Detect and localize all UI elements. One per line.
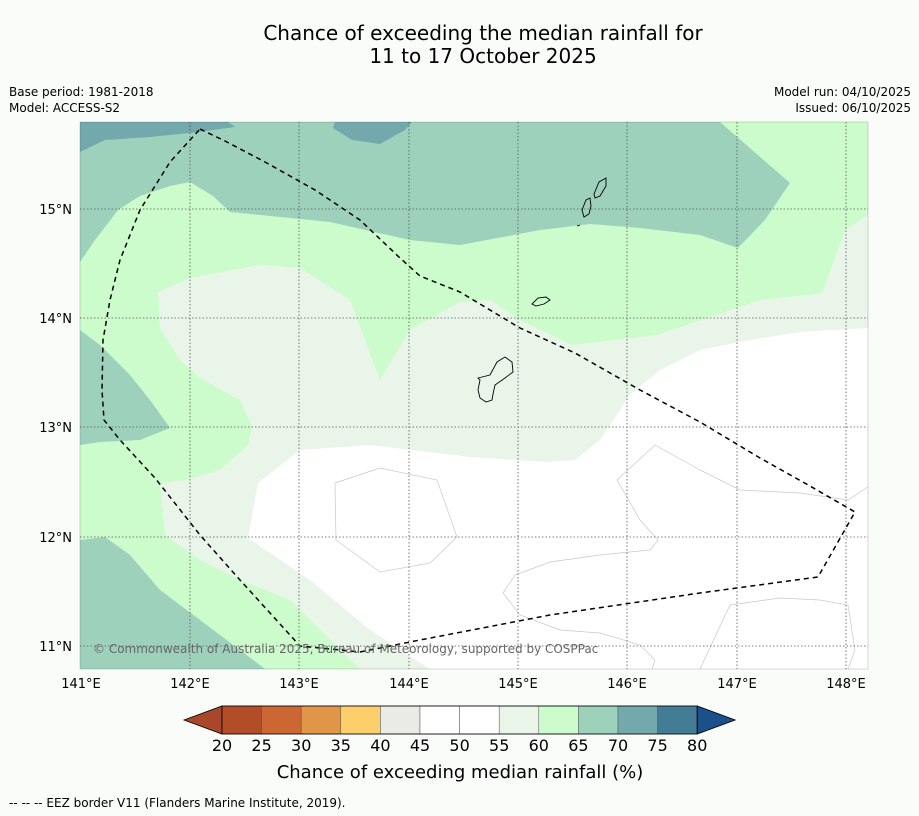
map-figure: © Commonwealth of Australia 2025, Bureau…: [39, 121, 869, 783]
colorbar-tick-label: 20: [212, 736, 232, 755]
fill-70-75-northwest: [80, 122, 235, 152]
colorbar-tick-label: 40: [370, 736, 390, 755]
colorbar-segment: [221, 705, 262, 735]
colorbar-tick-label: 70: [608, 736, 628, 755]
map-title: Chance of exceeding the median rainfall …: [0, 22, 919, 68]
lon-label: 147°E: [717, 677, 757, 692]
colorbar-tick-label: 25: [251, 736, 271, 755]
colorbar: 20 25 30 35 40 45 50 55 60 65 70 75 80: [182, 705, 737, 755]
colorbar-tick-label: 50: [449, 736, 469, 755]
colorbar-extend-low: [182, 705, 223, 735]
lat-label: 14°N: [39, 312, 72, 327]
islands: [477, 177, 607, 403]
base-period: Base period: 1981-2018: [9, 85, 154, 99]
fill-65-70-southwest: [80, 537, 265, 669]
lon-label: 148°E: [826, 677, 866, 692]
fill-50-55: [248, 328, 868, 669]
colorbar-extend-high: [696, 705, 737, 735]
fill-70-75-north: [333, 122, 412, 144]
colorbar-tick-label: 55: [489, 736, 509, 755]
latitude-axis: 15°N 14°N 13°N 12°N 11°N: [39, 203, 72, 655]
colorbar-segment: [300, 705, 342, 735]
colorbar-title: Chance of exceeding median rainfall (%): [277, 762, 644, 783]
eez-border: [101, 128, 857, 653]
colorbar-segment: [538, 705, 579, 735]
colorbar-segment: [340, 705, 381, 735]
colorbar-segment: [617, 705, 658, 735]
colorbar-tick-label: 45: [410, 736, 430, 755]
lat-label: 15°N: [39, 203, 72, 218]
graticule: [80, 122, 868, 669]
colorbar-tick-label: 35: [331, 736, 351, 755]
lat-label: 13°N: [39, 421, 72, 436]
colorbar-segment: [459, 705, 500, 735]
colorbar-segment: [578, 705, 619, 735]
island-guam: [477, 356, 514, 403]
colorbar-segment: [261, 705, 302, 735]
lon-label: 144°E: [389, 677, 429, 692]
colorbar-segment: [419, 705, 460, 735]
fill-60-65: [80, 122, 868, 669]
lon-label: 146°E: [607, 677, 647, 692]
lat-label: 12°N: [39, 531, 72, 546]
lon-label: 141°E: [61, 677, 101, 692]
model-name: Model: ACCESS-S2: [9, 101, 121, 115]
lon-label: 145°E: [498, 677, 538, 692]
map-credit: © Commonwealth of Australia 2025, Bureau…: [93, 642, 598, 656]
meta-left: Base period: 1981-2018 Model: ACCESS-S2: [9, 84, 154, 116]
map-plot-area: © Commonwealth of Australia 2025, Bureau…: [80, 122, 868, 669]
lon-label: 142°E: [170, 677, 210, 692]
title-line-1: Chance of exceeding the median rainfall …: [263, 21, 703, 45]
colorbar-tick-label: 30: [291, 736, 311, 755]
island-rota: [531, 296, 551, 307]
island-tinian: [581, 197, 592, 218]
island-saipan: [593, 177, 607, 199]
issued-date: Issued: 06/10/2025: [795, 101, 911, 115]
fill-60-65-ne-corner: [720, 122, 868, 300]
contour-lines: [334, 444, 868, 669]
colorbar-frame: [221, 705, 698, 735]
colorbar-segment: [498, 705, 540, 735]
lon-label: 143°E: [279, 677, 319, 692]
model-run: Model run: 04/10/2025: [773, 85, 911, 99]
colorbar-segment: [380, 705, 421, 735]
colorbar-tick-label: 80: [687, 736, 707, 755]
island-aguijan: [576, 224, 581, 227]
fill-65-70-north: [80, 122, 790, 262]
meta-right: Model run: 04/10/2025 Issued: 06/10/2025: [774, 84, 911, 116]
longitude-axis: 141°E 142°E 143°E 144°E 145°E 146°E 147°…: [61, 677, 866, 692]
title-line-2: 11 to 17 October 2025: [369, 44, 597, 68]
lat-label: 11°N: [39, 640, 72, 655]
eez-legend-note: -- -- -- EEZ border V11 (Flanders Marine…: [9, 796, 346, 810]
map-frame: [79, 121, 869, 670]
colorbar-tick-label: 60: [529, 736, 549, 755]
colorbar-tick-label: 75: [647, 736, 667, 755]
colorbar-segment: [657, 705, 698, 735]
colorbar-tick-label: 65: [568, 736, 588, 755]
